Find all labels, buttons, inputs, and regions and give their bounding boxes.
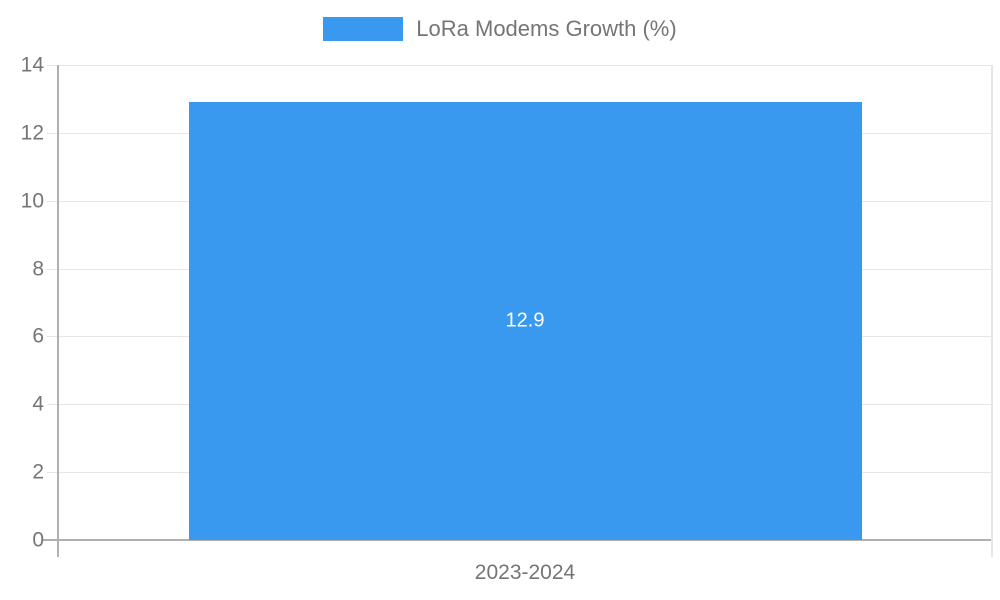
plot-right-border — [991, 65, 993, 557]
y-tick-label: 10 — [20, 189, 44, 213]
y-tick-label: 8 — [32, 257, 44, 281]
legend-swatch-icon — [323, 17, 404, 41]
x-axis-baseline — [43, 539, 993, 541]
gridline — [47, 65, 993, 66]
y-tick-label: 6 — [32, 324, 44, 348]
bar-value-label: 12.9 — [505, 309, 545, 332]
y-tick-label: 0 — [32, 528, 44, 552]
y-tick-label: 2 — [32, 460, 44, 484]
y-axis-line — [57, 65, 59, 557]
x-category-label: 2023-2024 — [474, 561, 576, 584]
chart-legend: LoRa Modems Growth (%) — [0, 16, 1000, 42]
bar-2023-2024[interactable]: 12.9 — [188, 102, 862, 540]
y-tick-label: 12 — [20, 121, 44, 145]
y-tick-label: 14 — [20, 53, 44, 77]
y-tick-label: 4 — [32, 392, 44, 416]
plot-area: 0 2 4 6 8 10 12 14 12.9 2023-2024 — [21, 55, 993, 584]
legend-label: LoRa Modems Growth (%) — [416, 16, 677, 41]
